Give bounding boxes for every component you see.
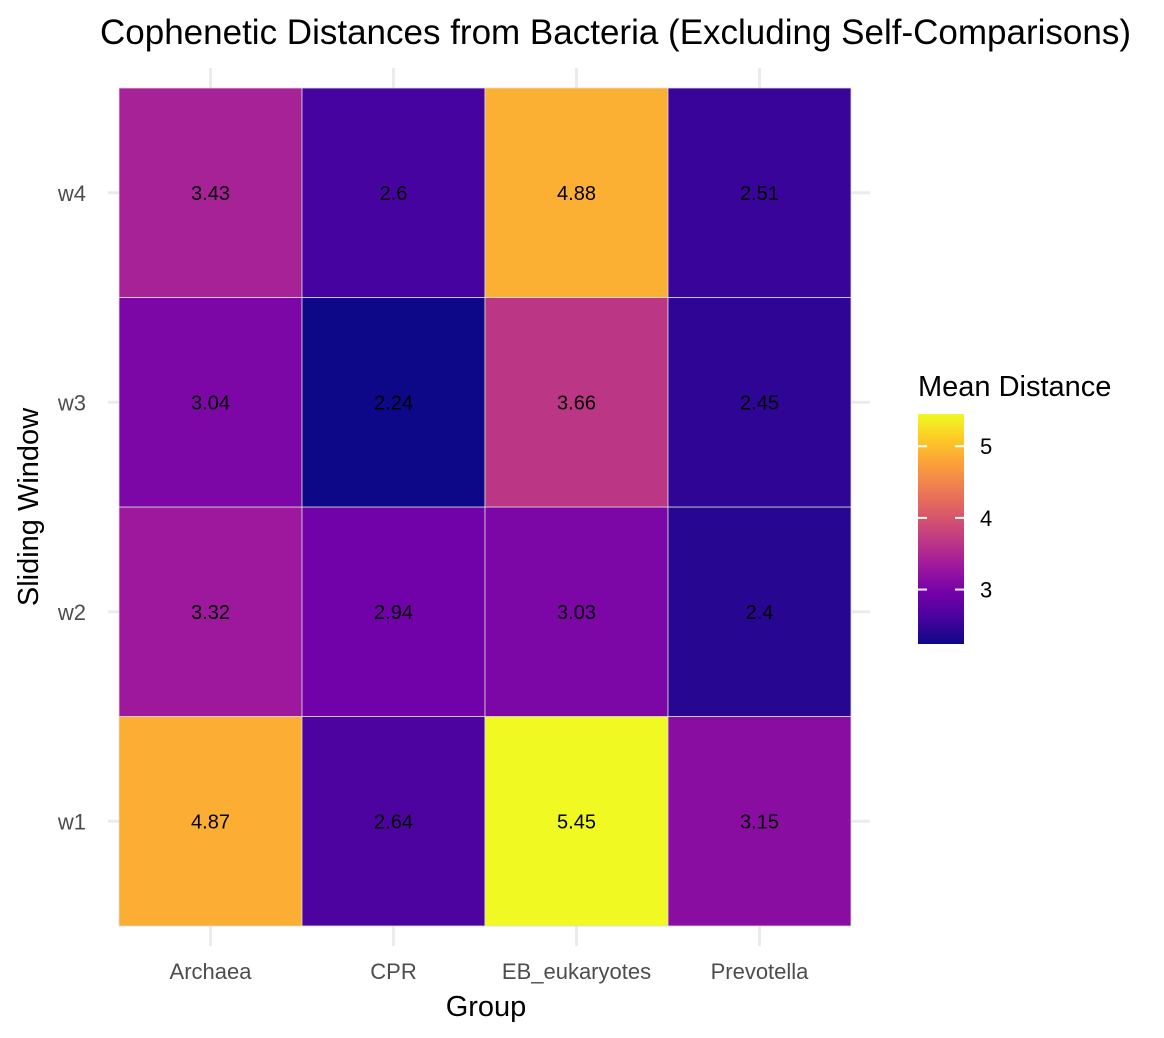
cell-label: 2.6: [380, 183, 408, 205]
heatmap-cell-CPR-w2: [301, 506, 486, 717]
cell-label: 3.15: [740, 811, 779, 833]
y-axis-ticks: w1 w2 w3 w4: [57, 181, 86, 835]
legend-tick-label: 4: [980, 506, 992, 531]
cell-label: 2.51: [740, 183, 779, 205]
heatmap-cell-EB_eukaryotes-w4: [484, 87, 669, 298]
x-tick-label: Archaea: [170, 959, 253, 984]
x-axis-ticks: Archaea CPR EB_eukaryotes Prevotella: [170, 959, 810, 984]
chart-title: Cophenetic Distances from Bacteria (Excl…: [100, 13, 1131, 52]
cell-label: 4.88: [557, 183, 596, 205]
cell-label: 2.64: [374, 811, 413, 833]
legend-tick-label: 3: [980, 578, 992, 603]
cell-label: 2.24: [374, 392, 413, 414]
cell-label: 2.45: [740, 392, 779, 414]
heatmap-tiles: [118, 87, 852, 927]
heatmap-cell-CPR-w4: [301, 87, 486, 298]
cell-label: 3.04: [191, 392, 230, 414]
legend-tick-label: 5: [980, 434, 992, 459]
cell-label: 2.94: [374, 602, 413, 624]
cell-label: 5.45: [557, 811, 596, 833]
cell-label: 3.43: [191, 183, 230, 205]
y-axis-title: Sliding Window: [13, 407, 45, 606]
heatmap-cell-EB_eukaryotes-w3: [484, 297, 669, 508]
y-tick-label: w4: [57, 181, 86, 206]
cell-label: 3.66: [557, 392, 596, 414]
heatmap-cell-Archaea-w1: [118, 716, 303, 927]
legend-colorbar: [918, 414, 964, 644]
heatmap-cell-Prevotella-w1: [667, 716, 852, 927]
cell-label: 2.4: [746, 602, 774, 624]
heatmap-cell-Archaea-w3: [118, 297, 303, 508]
cell-label: 4.87: [191, 811, 230, 833]
y-tick-label: w1: [57, 809, 86, 834]
x-axis-title: Group: [446, 991, 527, 1023]
x-tick-label: Prevotella: [711, 959, 810, 984]
cell-label: 3.03: [557, 602, 596, 624]
color-legend: Mean Distance 3 4 5: [918, 371, 1111, 644]
cell-labels: 4.87 2.64 5.45 3.15 3.32 2.94 3.03 2.4 3.04 2.24 3…: [191, 183, 779, 834]
x-tick-label: EB_eukaryotes: [502, 959, 651, 984]
y-tick-label: w3: [57, 390, 86, 415]
heatmap-cell-Prevotella-w3: [667, 297, 852, 508]
legend-title: Mean Distance: [918, 371, 1111, 403]
heatmap-cell-Prevotella-w4: [667, 87, 852, 298]
heatmap-cell-CPR-w1: [301, 716, 486, 927]
heatmap-cell-Archaea-w4: [118, 87, 303, 298]
y-tick-label: w2: [57, 600, 86, 625]
heatmap-cell-Prevotella-w2: [667, 506, 852, 717]
legend-ticks: 3 4 5: [918, 434, 992, 603]
x-tick-label: CPR: [370, 959, 416, 984]
heatmap-cell-Archaea-w2: [118, 506, 303, 717]
cell-label: 3.32: [191, 602, 230, 624]
heatmap-cell-EB_eukaryotes-w1: [484, 716, 669, 927]
